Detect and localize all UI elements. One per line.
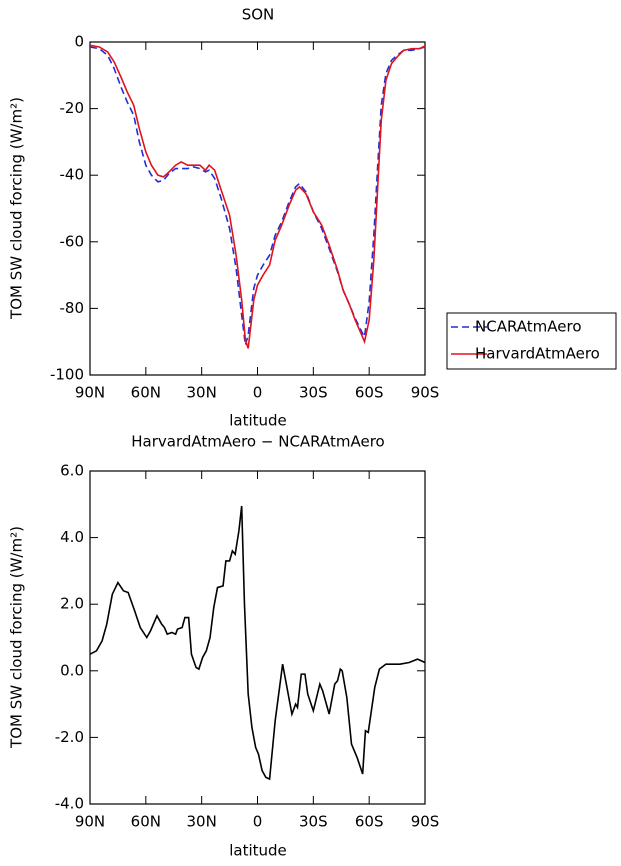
- x-axis-label: latitude: [229, 842, 287, 860]
- y-axis-label: TOM SW cloud forcing (W/m²): [8, 526, 26, 749]
- x-tick-label: 60S: [355, 384, 384, 402]
- y-tick-label: 0.0: [60, 661, 84, 679]
- y-tick-label: 0: [74, 33, 84, 51]
- y-tick-label: -4.0: [55, 795, 84, 813]
- y-tick-label: -60: [60, 232, 85, 250]
- legend-label: NCARAtmAero: [475, 318, 582, 336]
- y-tick-label: 4.0: [60, 528, 84, 546]
- x-tick-label: 30S: [299, 813, 328, 831]
- chart-title: SON: [242, 6, 275, 24]
- y-axis-label: TOM SW cloud forcing (W/m²): [8, 97, 26, 320]
- x-tick-label: 90S: [411, 384, 440, 402]
- y-tick-label: -40: [60, 166, 85, 184]
- x-axis-label: latitude: [229, 412, 287, 430]
- chart-title: HarvardAtmAero − NCARAtmAero: [131, 433, 384, 451]
- x-tick-label: 30S: [299, 384, 328, 402]
- data-line: [89, 44, 426, 349]
- x-tick-label: 0: [253, 813, 263, 831]
- legend-label: HarvardAtmAero: [475, 345, 600, 363]
- y-tick-label: -100: [50, 366, 84, 384]
- y-tick-label: 2.0: [60, 595, 84, 613]
- y-tick-label: -2.0: [55, 728, 84, 746]
- x-tick-label: 0: [253, 384, 263, 402]
- x-tick-label: 90N: [75, 813, 105, 831]
- y-tick-label: 6.0: [60, 462, 84, 480]
- legend-frame: [446, 312, 617, 370]
- x-tick-label: 90N: [75, 384, 105, 402]
- y-tick-label: -20: [60, 99, 85, 117]
- x-tick-label: 90S: [411, 813, 440, 831]
- x-tick-label: 60N: [131, 813, 161, 831]
- data-line: [89, 505, 426, 781]
- data-line: [89, 46, 426, 346]
- x-tick-label: 60N: [131, 384, 161, 402]
- plot-frame: [89, 470, 426, 805]
- x-tick-label: 30N: [187, 813, 217, 831]
- x-tick-label: 30N: [187, 384, 217, 402]
- x-tick-label: 60S: [355, 813, 384, 831]
- y-tick-label: -80: [60, 299, 85, 317]
